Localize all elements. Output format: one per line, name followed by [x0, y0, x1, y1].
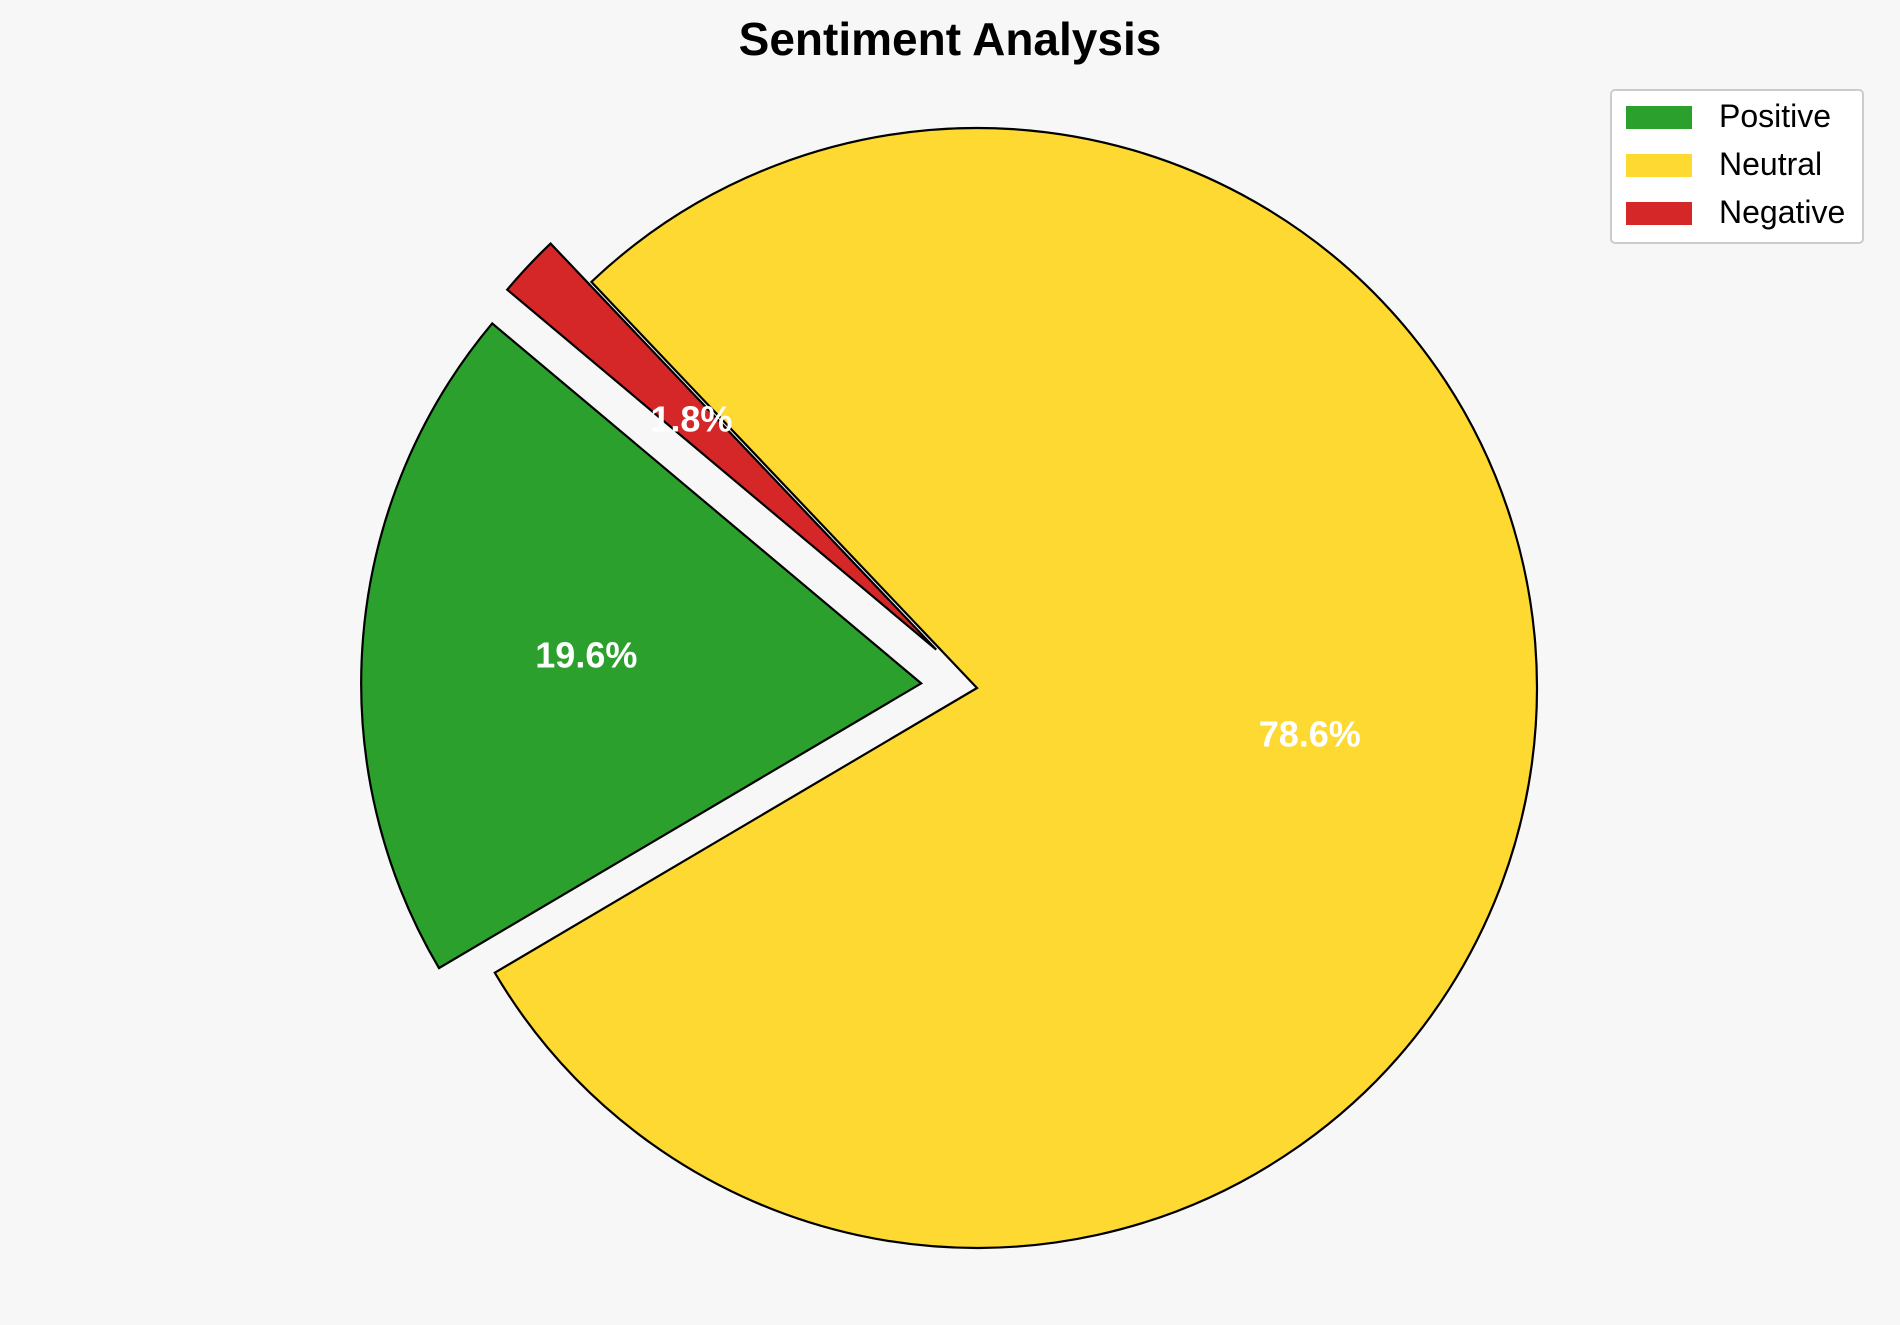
legend-label-positive: Positive [1719, 98, 1831, 134]
pie-slice-positive [360, 321, 924, 970]
legend-label-neutral: Neutral [1719, 146, 1822, 182]
pie-label-positive: 19.6% [535, 635, 637, 676]
legend-swatch-negative [1626, 202, 1692, 225]
legend-swatch-neutral [1626, 154, 1692, 177]
legend: Positive Neutral Negative [1610, 89, 1864, 244]
pie-label-negative: 1.8% [650, 398, 732, 439]
pie-label-neutral: 78.6% [1259, 714, 1361, 755]
legend-swatch-positive [1626, 106, 1692, 129]
pie-slice-neutral [493, 126, 1539, 1250]
pie-percent-labels: 19.6% 78.6% 1.8% [535, 398, 1361, 754]
pie-slices [360, 126, 1539, 1250]
chart-title: Sentiment Analysis [739, 13, 1162, 65]
pie-slice-negative [505, 242, 938, 651]
legend-label-negative: Negative [1719, 194, 1845, 230]
